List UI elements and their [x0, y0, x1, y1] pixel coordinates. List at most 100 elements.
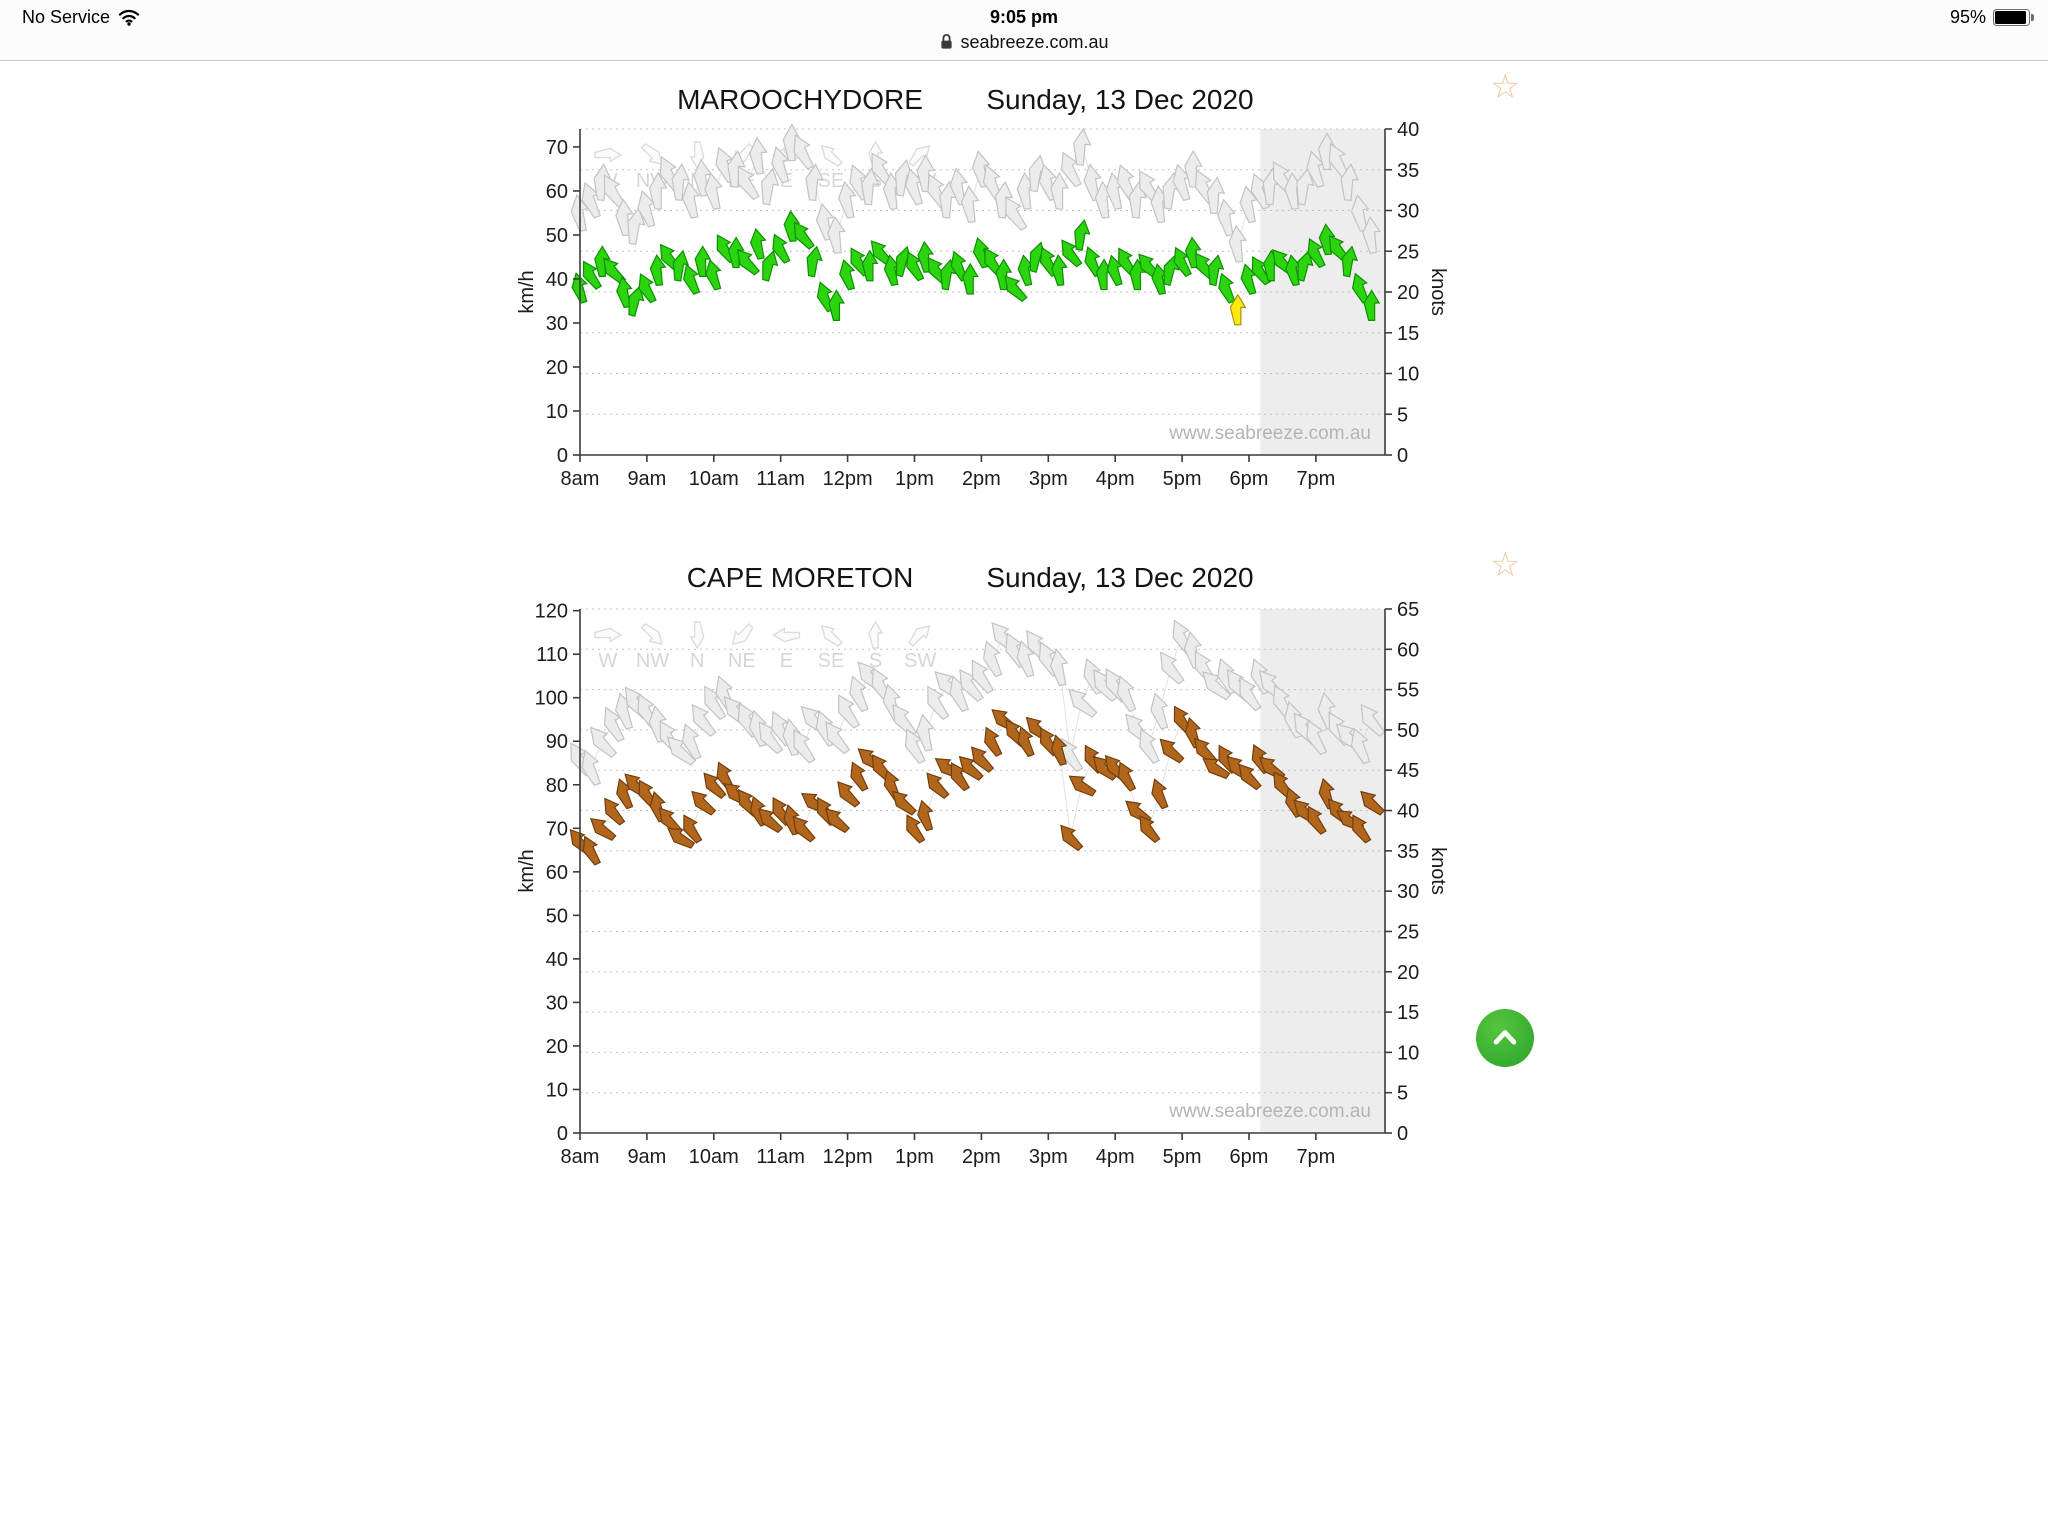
wind-arrow [806, 245, 823, 278]
knots-tick-label: 35 [1397, 841, 1419, 863]
gust-arrow [1159, 651, 1185, 685]
gust-arrow [1206, 176, 1226, 215]
compass-label: NW [636, 650, 669, 672]
wind-arrow [628, 285, 645, 317]
gust-arrow [861, 167, 880, 206]
time-tick-label: 2pm [962, 468, 1001, 490]
knots-tick-label: 15 [1397, 1002, 1419, 1024]
wind-graph-cape-moreton: W NW N NE E SE S SW0102030405060708090100110120… [516, 599, 1449, 1168]
knots-tick-label: 25 [1397, 921, 1419, 943]
gust-arrow [837, 694, 861, 729]
wind-arrow [749, 227, 767, 260]
wind-arrow [971, 746, 995, 773]
gust-arrow [581, 749, 602, 787]
kmh-tick-label: 30 [546, 992, 568, 1014]
right-axis-title: knots [1427, 847, 1449, 895]
time-tick-label: 8am [561, 1146, 600, 1168]
compass-label: SE [818, 650, 845, 672]
wind-arrow [762, 250, 779, 282]
compass-arrow-icon [640, 143, 663, 166]
favorite-star-icon[interactable]: ☆ [1490, 68, 1521, 106]
wind-arrow [825, 808, 851, 834]
knots-tick-label: 40 [1397, 801, 1419, 823]
compass-arrow-icon [689, 621, 705, 650]
wind-arrow [1307, 805, 1327, 835]
scroll-to-top-button[interactable] [1476, 1009, 1534, 1067]
battery-icon [1993, 9, 2034, 26]
wind-arrow [1051, 254, 1068, 287]
kmh-tick-label: 10 [546, 401, 568, 423]
wind-arrow [772, 233, 791, 264]
time-tick-label: 11am [756, 468, 805, 490]
kmh-tick-label: 40 [546, 269, 568, 291]
watermark: www.seabreeze.com.au [1168, 1101, 1371, 1122]
wind-arrow [604, 797, 626, 826]
compass-arrow-icon [594, 147, 623, 163]
knots-tick-label: 20 [1397, 962, 1419, 984]
chart-date: Sunday, 13 Dec 2020 [986, 562, 1254, 593]
gust-arrow [1296, 167, 1315, 206]
time-tick-label: 6pm [1230, 1146, 1269, 1168]
lock-icon [941, 34, 953, 49]
knots-tick-label: 35 [1397, 160, 1419, 182]
time-tick-label: 12pm [823, 1146, 873, 1168]
wind-arrow [906, 814, 926, 844]
compass-label: SE [818, 170, 845, 192]
wind-arrow [1068, 775, 1097, 797]
kmh-tick-label: 50 [546, 225, 568, 247]
wind-arrow [1258, 756, 1286, 781]
gust-arrow [927, 685, 950, 721]
knots-tick-label: 30 [1397, 881, 1419, 903]
gust-arrow [1306, 719, 1328, 756]
kmh-tick-label: 70 [546, 137, 568, 159]
compass-label: E [780, 650, 793, 672]
gust-arrow [805, 163, 824, 202]
wind-arrow [582, 835, 602, 866]
wind-arrow [638, 273, 657, 304]
knots-tick-label: 5 [1397, 1083, 1408, 1105]
kmh-tick-label: 0 [557, 445, 568, 467]
knots-tick-label: 15 [1397, 323, 1419, 345]
wind-arrow [1307, 237, 1326, 269]
knots-tick-label: 10 [1397, 1042, 1419, 1064]
status-right: 95% [1950, 7, 2034, 28]
wind-arrow [1125, 800, 1152, 824]
gust-arrow [1239, 676, 1262, 712]
knots-tick-label: 45 [1397, 760, 1419, 782]
wind-arrow [736, 248, 761, 276]
compass-label: W [599, 650, 618, 672]
gust-arrow [589, 726, 618, 758]
gust-arrow [749, 136, 768, 175]
gust-arrow [1016, 639, 1035, 678]
gust-arrow [1005, 196, 1028, 231]
favorite-star-icon[interactable]: ☆ [1490, 546, 1521, 584]
kmh-tick-label: 20 [546, 357, 568, 379]
time-tick-label: 7pm [1296, 1146, 1335, 1168]
compass-arrow-icon [772, 627, 801, 643]
wind-arrow [672, 249, 690, 282]
gust-arrow [727, 149, 746, 188]
wind-arrow [1117, 761, 1137, 792]
time-tick-label: 1pm [895, 468, 934, 490]
kmh-tick-label: 40 [546, 949, 568, 971]
wind-arrow [682, 263, 701, 295]
knots-tick-label: 60 [1397, 639, 1419, 661]
chart-date: Sunday, 13 Dec 2020 [986, 84, 1254, 115]
kmh-tick-label: 70 [546, 818, 568, 840]
chart-header: CAPE MORETON Sunday, 13 Dec 2020 [0, 562, 2048, 598]
compass-label: S [869, 650, 882, 672]
knots-tick-label: 0 [1397, 445, 1408, 467]
wind-arrow [1159, 738, 1185, 764]
address-bar[interactable]: seabreeze.com.au [0, 32, 2048, 59]
gust-arrow [671, 163, 691, 202]
time-tick-label: 10am [689, 468, 739, 490]
wind-arrow [1207, 254, 1225, 287]
wifi-icon [118, 9, 140, 26]
knots-tick-label: 65 [1397, 599, 1419, 621]
compass-arrow-icon [731, 622, 754, 646]
kmh-tick-label: 0 [557, 1123, 568, 1145]
wind-arrow [828, 289, 846, 321]
watermark: www.seabreeze.com.au [1168, 423, 1371, 444]
wind-arrow [1341, 245, 1359, 278]
gust-arrow [825, 721, 851, 755]
